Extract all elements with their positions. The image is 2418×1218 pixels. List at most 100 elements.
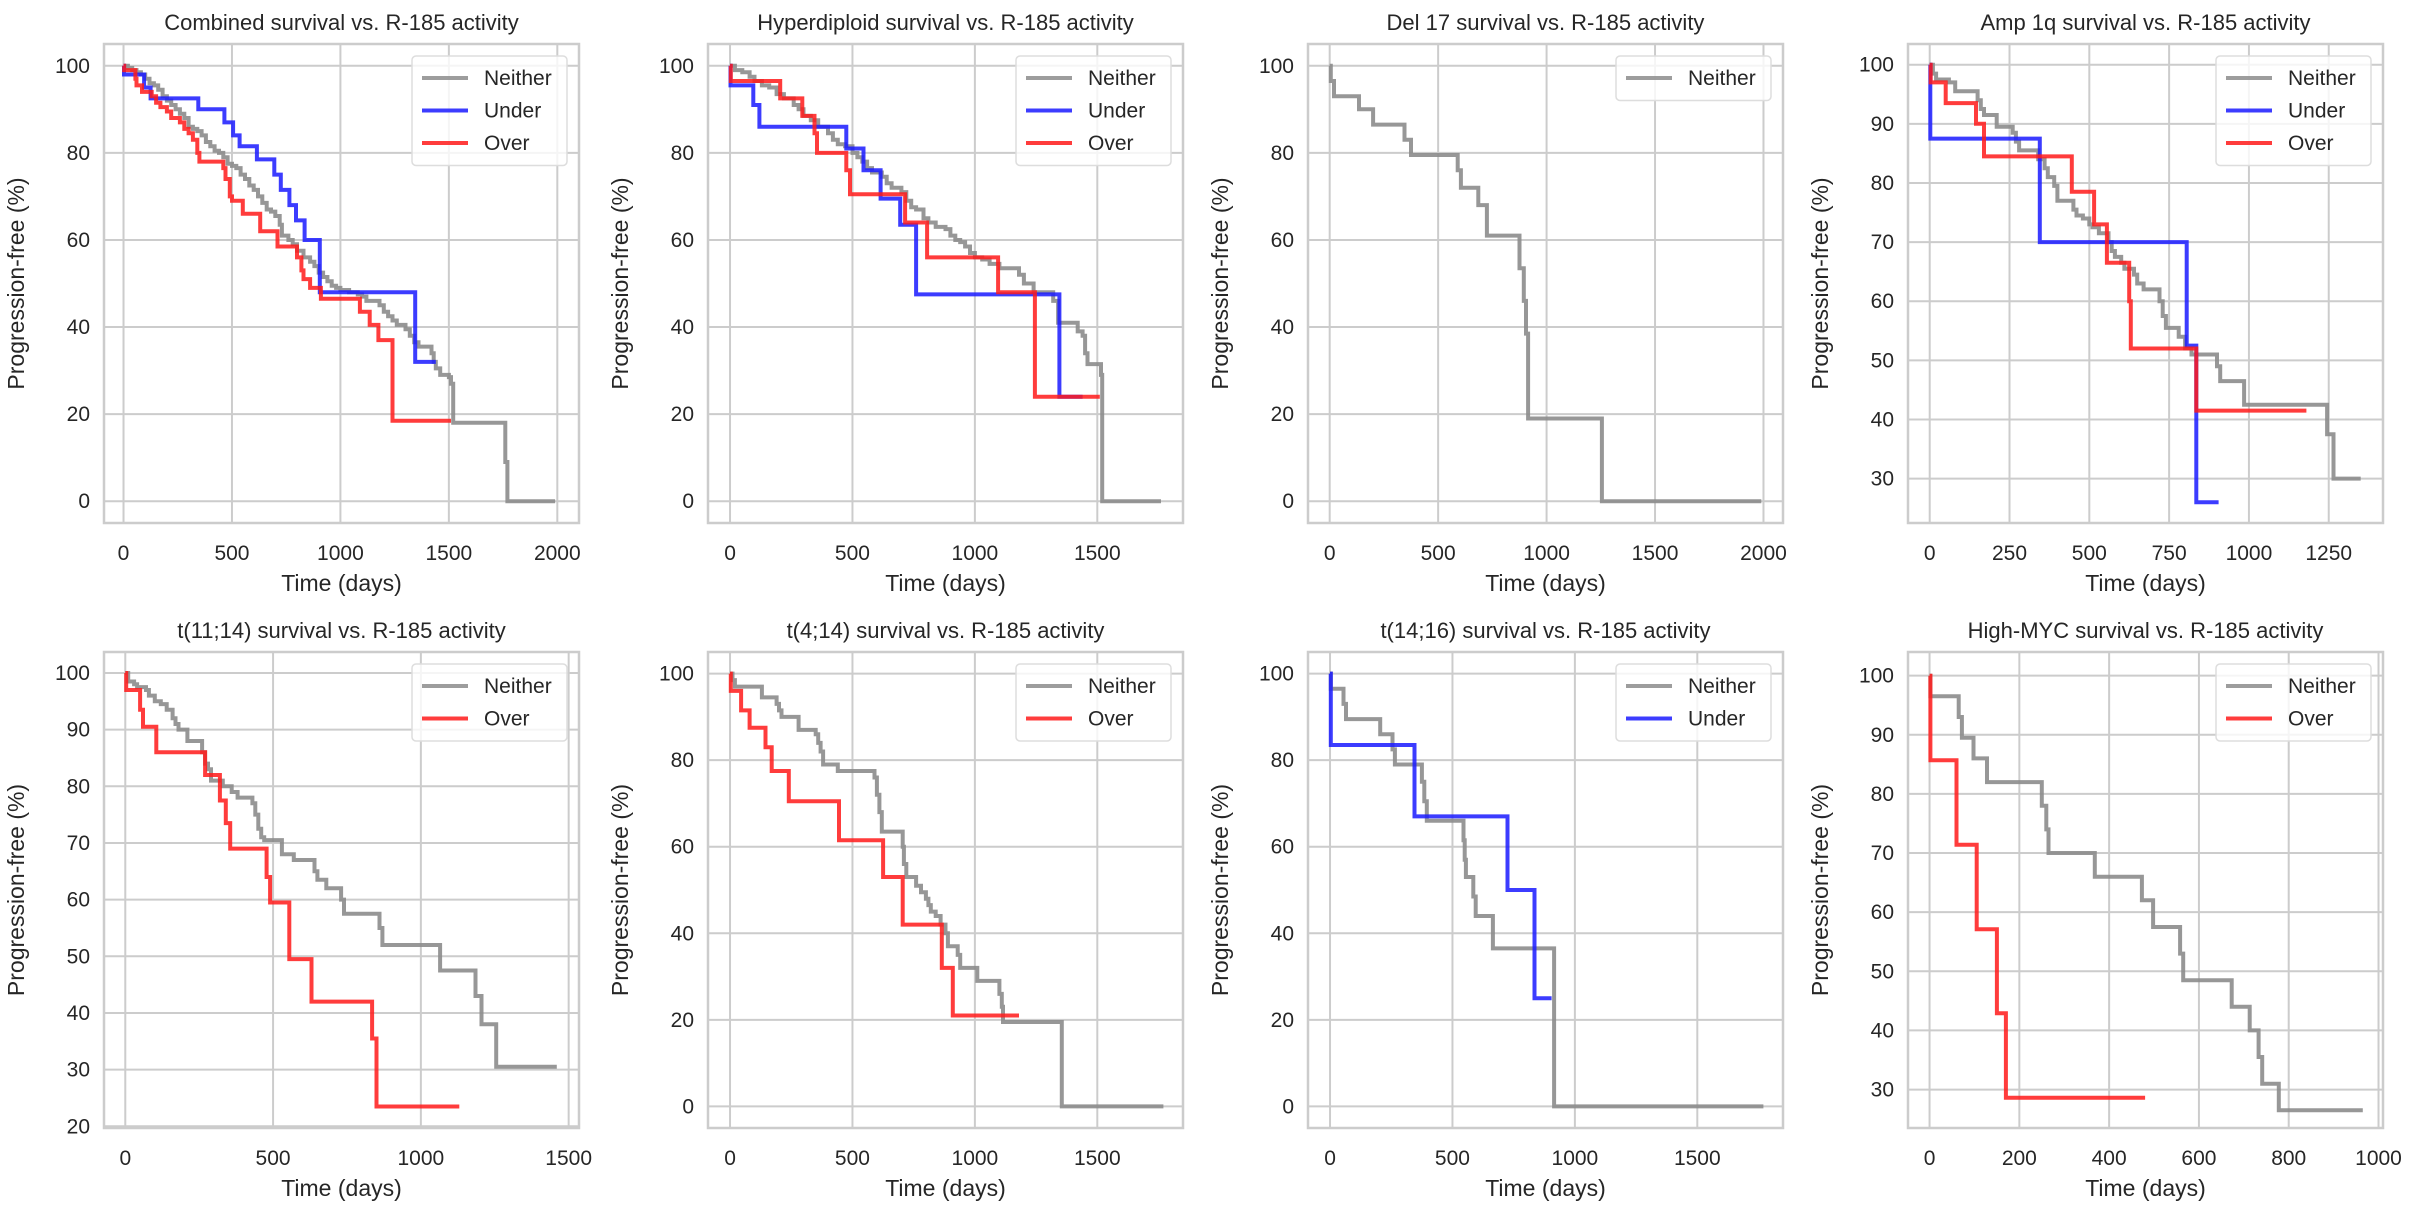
- x-tick-label: 0: [1324, 542, 1336, 565]
- y-axis-label: Progression-free (%): [1207, 784, 1233, 996]
- plot-area: [1308, 44, 1783, 523]
- series-line-over: [122, 63, 451, 423]
- x-tick-label: 1500: [545, 1147, 592, 1170]
- x-tick-label: 500: [214, 542, 249, 565]
- y-tick-label: 40: [1271, 922, 1294, 945]
- legend: Neither Over: [1015, 663, 1172, 742]
- legend-box: [1015, 55, 1172, 167]
- x-axis-label: Time (days): [1485, 1175, 1606, 1201]
- x-tick-label: 800: [2271, 1147, 2306, 1170]
- y-tick-label: 100: [1859, 54, 1894, 77]
- legend-label-neither: Neither: [1688, 675, 1756, 698]
- legend-box: [411, 55, 568, 167]
- series-line-over: [728, 671, 1019, 1018]
- y-axis-label: Progression-free (%): [607, 177, 633, 389]
- series-line-over: [124, 671, 460, 1109]
- axes-frame: [706, 42, 1185, 525]
- series-line-over: [1928, 62, 2307, 413]
- y-tick-label: 40: [1271, 316, 1294, 339]
- x-tick-label: 0: [118, 542, 130, 565]
- x-tick-label: 1000: [1523, 542, 1570, 565]
- legend: Neither Under Over: [411, 55, 568, 167]
- legend-label-over: Over: [2288, 708, 2334, 731]
- x-tick-label: 1500: [1674, 1147, 1721, 1170]
- y-tick-label: 20: [67, 1115, 90, 1138]
- y-tick-label: 100: [55, 662, 90, 685]
- series-line-under: [728, 63, 1083, 399]
- panel-combined-survival-vs-r-185-activity: 0 500 1000 1500 2000 0 20 40 60 80 100 Combined sur…: [3, 10, 581, 596]
- legend-label-under: Under: [2288, 100, 2345, 123]
- y-tick-label: 20: [671, 1009, 694, 1032]
- legend-label-over: Over: [2288, 132, 2334, 155]
- grid: [1308, 652, 1783, 1128]
- y-tick-label: 80: [1871, 172, 1894, 195]
- y-tick-label: 30: [1871, 468, 1894, 491]
- y-axis-label: Progression-free (%): [607, 784, 633, 996]
- x-tick-label: 1250: [2305, 542, 2352, 565]
- series-line-under: [1928, 62, 2219, 505]
- y-tick-label: 80: [67, 142, 90, 165]
- series-line-neither: [1328, 63, 1762, 504]
- series-line-neither: [730, 671, 1164, 1109]
- x-tick-label: 0: [1924, 542, 1936, 565]
- x-tick-label: 1500: [1074, 542, 1121, 565]
- y-tick-label: 70: [1871, 231, 1894, 254]
- x-axis-label: Time (days): [281, 1175, 402, 1201]
- x-axis-label: Time (days): [1485, 570, 1606, 596]
- legend-label-over: Over: [1088, 708, 1134, 731]
- y-tick-label: 90: [67, 719, 90, 742]
- x-tick-label: 500: [2072, 542, 2107, 565]
- y-tick-label: 60: [1871, 290, 1894, 313]
- x-tick-label: 2000: [534, 542, 581, 565]
- chart-title: Combined survival vs. R-185 activity: [164, 10, 519, 35]
- series-line-neither: [730, 63, 1161, 504]
- y-tick-label: 80: [67, 775, 90, 798]
- y-tick-label: 60: [67, 229, 90, 252]
- x-axis-label: Time (days): [885, 1175, 1006, 1201]
- x-tick-label: 400: [2092, 1147, 2127, 1170]
- axes-frame: [706, 650, 1185, 1130]
- y-tick-label: 50: [67, 945, 90, 968]
- legend-label-neither: Neither: [2288, 675, 2356, 698]
- y-tick-label: 80: [1871, 783, 1894, 806]
- series-line-under: [1328, 671, 1552, 1001]
- x-tick-label: 1500: [1632, 542, 1679, 565]
- series-line-over: [1928, 673, 2146, 1100]
- x-tick-label: 1000: [2355, 1147, 2402, 1170]
- axes-frame: [102, 650, 581, 1130]
- y-tick-label: 100: [659, 663, 694, 686]
- x-axis-label: Time (days): [885, 570, 1006, 596]
- x-tick-label: 2000: [1740, 542, 1787, 565]
- series-line-neither: [125, 671, 557, 1069]
- axes-frame: [1906, 42, 2385, 525]
- y-tick-label: 20: [67, 403, 90, 426]
- y-tick-label: 0: [682, 490, 694, 513]
- legend-box: [2215, 663, 2372, 742]
- panel-hyperdiploid-survival-vs-r-185-activity: 0 500 1000 1500 0 20 40 60 80 100 Hyperdiploid sur…: [607, 10, 1185, 596]
- legend: Neither Under Over: [2215, 55, 2372, 167]
- legend-label-neither: Neither: [484, 675, 552, 698]
- legend-box: [2215, 55, 2372, 167]
- x-tick-label: 200: [2002, 1147, 2037, 1170]
- y-tick-label: 0: [1282, 490, 1294, 513]
- panel-high-myc-survival-vs-r-185-activity: 0 200 400 600 800 1000 30 40 50 60 70 80 90 100 High-M…: [1807, 618, 2402, 1201]
- chart-title: t(11;14) survival vs. R-185 activity: [177, 618, 505, 643]
- x-axis-label: Time (days): [2085, 570, 2206, 596]
- axes-frame: [1306, 650, 1785, 1130]
- x-tick-label: 1000: [317, 542, 364, 565]
- y-axis-label: Progression-free (%): [1807, 784, 1833, 996]
- legend: Neither: [1615, 55, 1772, 102]
- y-tick-label: 60: [1271, 229, 1294, 252]
- x-axis-label: Time (days): [2085, 1175, 2206, 1201]
- y-tick-label: 100: [1859, 665, 1894, 688]
- y-tick-label: 0: [682, 1095, 694, 1118]
- legend-label-under: Under: [1088, 100, 1145, 123]
- y-tick-label: 30: [67, 1059, 90, 1082]
- y-tick-label: 40: [671, 922, 694, 945]
- series-line-neither: [123, 63, 556, 504]
- y-axis-label: Progression-free (%): [3, 784, 29, 996]
- x-tick-label: 1000: [952, 1147, 999, 1170]
- legend-label-neither: Neither: [2288, 67, 2356, 90]
- y-tick-label: 100: [1259, 55, 1294, 78]
- chart-title: Amp 1q survival vs. R-185 activity: [1980, 10, 2310, 35]
